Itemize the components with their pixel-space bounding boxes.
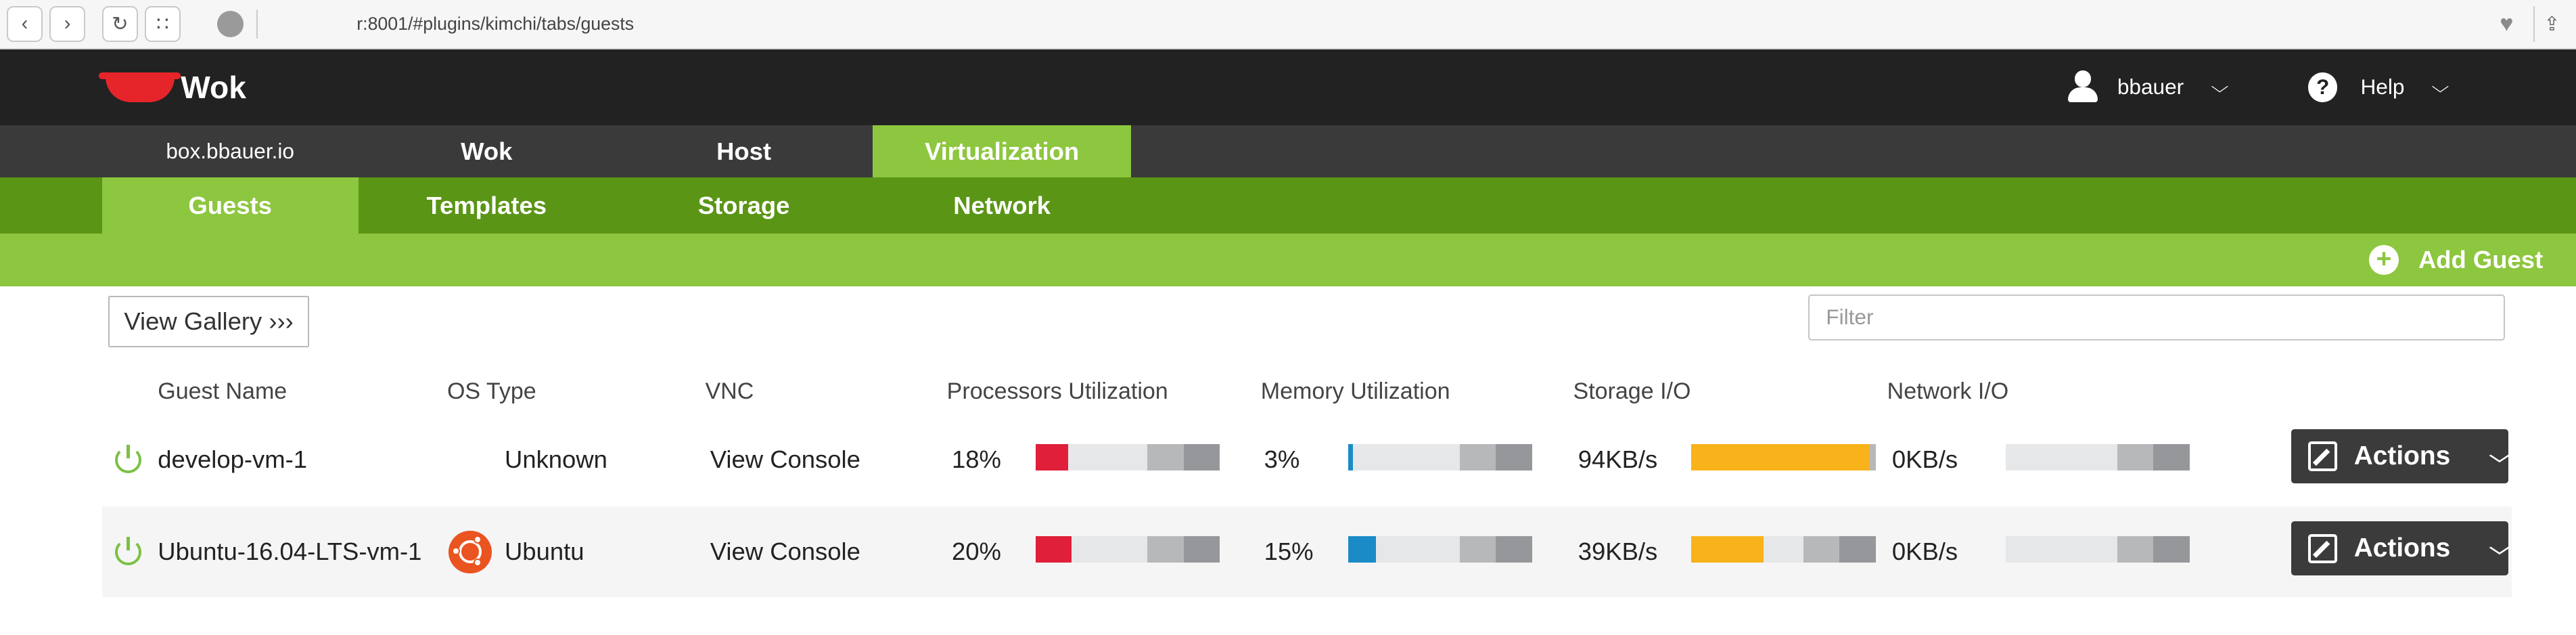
storage-bar (1691, 444, 1876, 470)
tab-virtualization[interactable]: Virtualization (873, 125, 1131, 178)
url-divider (256, 9, 258, 39)
column-header-vnc: VNC (705, 378, 754, 404)
back-icon[interactable]: ‹ (6, 5, 43, 43)
tab-guests[interactable]: Guests (101, 177, 359, 234)
host-label: box.bbauer.io (166, 139, 294, 164)
network-value: 0KB/s (1891, 445, 1958, 474)
brand-name: Wok (181, 69, 246, 105)
cpu-value: 18% (951, 445, 1001, 474)
bar-fill (1348, 536, 1376, 563)
chevron-down-icon: ⌵ (2211, 77, 2228, 96)
bar-fill (1035, 536, 1072, 563)
column-header-processors: Processors Utilization (946, 378, 1168, 404)
view-gallery-button[interactable]: View Gallery ››› (108, 296, 309, 347)
address-bar[interactable]: r:8001/#plugins/kimchi/tabs/guests (356, 13, 635, 34)
help-menu[interactable]: ? Help ⌵ (2307, 49, 2450, 125)
column-header-memory: Memory Utilization (1260, 378, 1450, 404)
bar-fill (1348, 444, 1353, 470)
memory-value: 3% (1264, 445, 1300, 474)
help-icon: ? (2307, 72, 2338, 102)
actions-label: Actions (2353, 441, 2451, 471)
column-header-guest-name: Guest Name (158, 378, 288, 404)
actions-label: Actions (2353, 533, 2451, 563)
add-guest-button[interactable]: + Add Guest (2369, 234, 2543, 286)
tab-templates[interactable]: Templates (426, 191, 547, 219)
chevron-down-icon: ⌵ (2489, 538, 2510, 559)
power-icon[interactable] (115, 414, 141, 505)
edit-icon (2307, 441, 2338, 472)
network-bar (2005, 536, 2190, 563)
heart-icon[interactable]: ♥ (2500, 10, 2514, 37)
chevron-down-icon: ⌵ (2489, 445, 2510, 466)
tab-host[interactable]: Host (716, 137, 772, 165)
bar-fill (1691, 536, 1764, 563)
user-icon (2067, 70, 2098, 104)
plus-circle-icon: + (2369, 245, 2399, 275)
tab-network[interactable]: Network (953, 191, 1051, 219)
view-console-link[interactable]: View Console (710, 538, 860, 566)
power-icon[interactable] (115, 506, 141, 597)
column-header-network-io: Network I/O (1887, 378, 2009, 404)
actions-button[interactable]: Actions ⌵ (2291, 521, 2510, 576)
cpu-value: 20% (951, 538, 1001, 566)
wok-logo-icon (98, 72, 181, 102)
network-value: 0KB/s (1891, 538, 1958, 566)
actions-button[interactable]: Actions ⌵ (2291, 429, 2510, 484)
primary-nav: box.bbauer.io Wok Host Virtualization (0, 125, 2576, 178)
secondary-nav: Guests Templates Storage Network (0, 177, 2576, 234)
storage-value: 94KB/s (1578, 445, 1658, 474)
table-row[interactable]: develop-vm-1 Unknown View Console 18% 3%… (102, 414, 2512, 505)
ubuntu-logo-icon (448, 530, 492, 573)
brand[interactable]: Wok (98, 69, 246, 106)
memory-bar (1348, 536, 1532, 563)
bar-fill (1035, 444, 1069, 470)
share-icon[interactable]: ⇪ (2533, 5, 2569, 43)
user-menu[interactable]: bbauer ⌵ (2067, 49, 2228, 125)
view-console-link[interactable]: View Console (710, 445, 860, 474)
top-header: Wok bbauer ⌵ ? Help ⌵ (0, 49, 2576, 125)
reload-icon[interactable]: ↻ (101, 5, 139, 43)
guests-toolbar: + Add Guest (0, 234, 2576, 286)
grid-icon[interactable]: ∷ (144, 5, 181, 43)
table-row[interactable]: Ubuntu-16.04-LTS-vm-1 Ubuntu View Consol… (101, 506, 2512, 598)
help-label: Help (2360, 74, 2405, 100)
column-header-os-type: OS Type (446, 378, 536, 404)
column-header-storage-io: Storage I/O (1573, 378, 1691, 404)
add-guest-label: Add Guest (2418, 245, 2544, 273)
network-bar (2005, 444, 2190, 470)
cpu-bar (1035, 444, 1220, 470)
guest-name: Ubuntu-16.04-LTS-vm-1 (158, 538, 422, 566)
forward-icon[interactable]: › (49, 5, 86, 43)
storage-value: 39KB/s (1578, 538, 1658, 566)
filter-input[interactable] (1808, 294, 2506, 341)
guest-name: develop-vm-1 (158, 445, 308, 474)
os-type: Ubuntu (504, 538, 584, 566)
user-name: bbauer (2117, 74, 2184, 100)
site-icon (216, 11, 244, 37)
os-type-cell: Ubuntu (448, 506, 584, 597)
memory-value: 15% (1264, 538, 1314, 566)
bar-fill (1691, 444, 1869, 470)
tab-wok[interactable]: Wok (461, 137, 513, 165)
os-type: Unknown (505, 445, 607, 474)
tab-storage[interactable]: Storage (697, 191, 790, 219)
browser-toolbar: ‹ › ↻ ∷ r:8001/#plugins/kimchi/tabs/gues… (0, 0, 2576, 49)
storage-bar (1691, 536, 1876, 563)
memory-bar (1348, 444, 1532, 470)
chevron-down-icon: ⌵ (2431, 77, 2450, 96)
cpu-bar (1035, 536, 1220, 563)
edit-icon (2307, 533, 2338, 564)
